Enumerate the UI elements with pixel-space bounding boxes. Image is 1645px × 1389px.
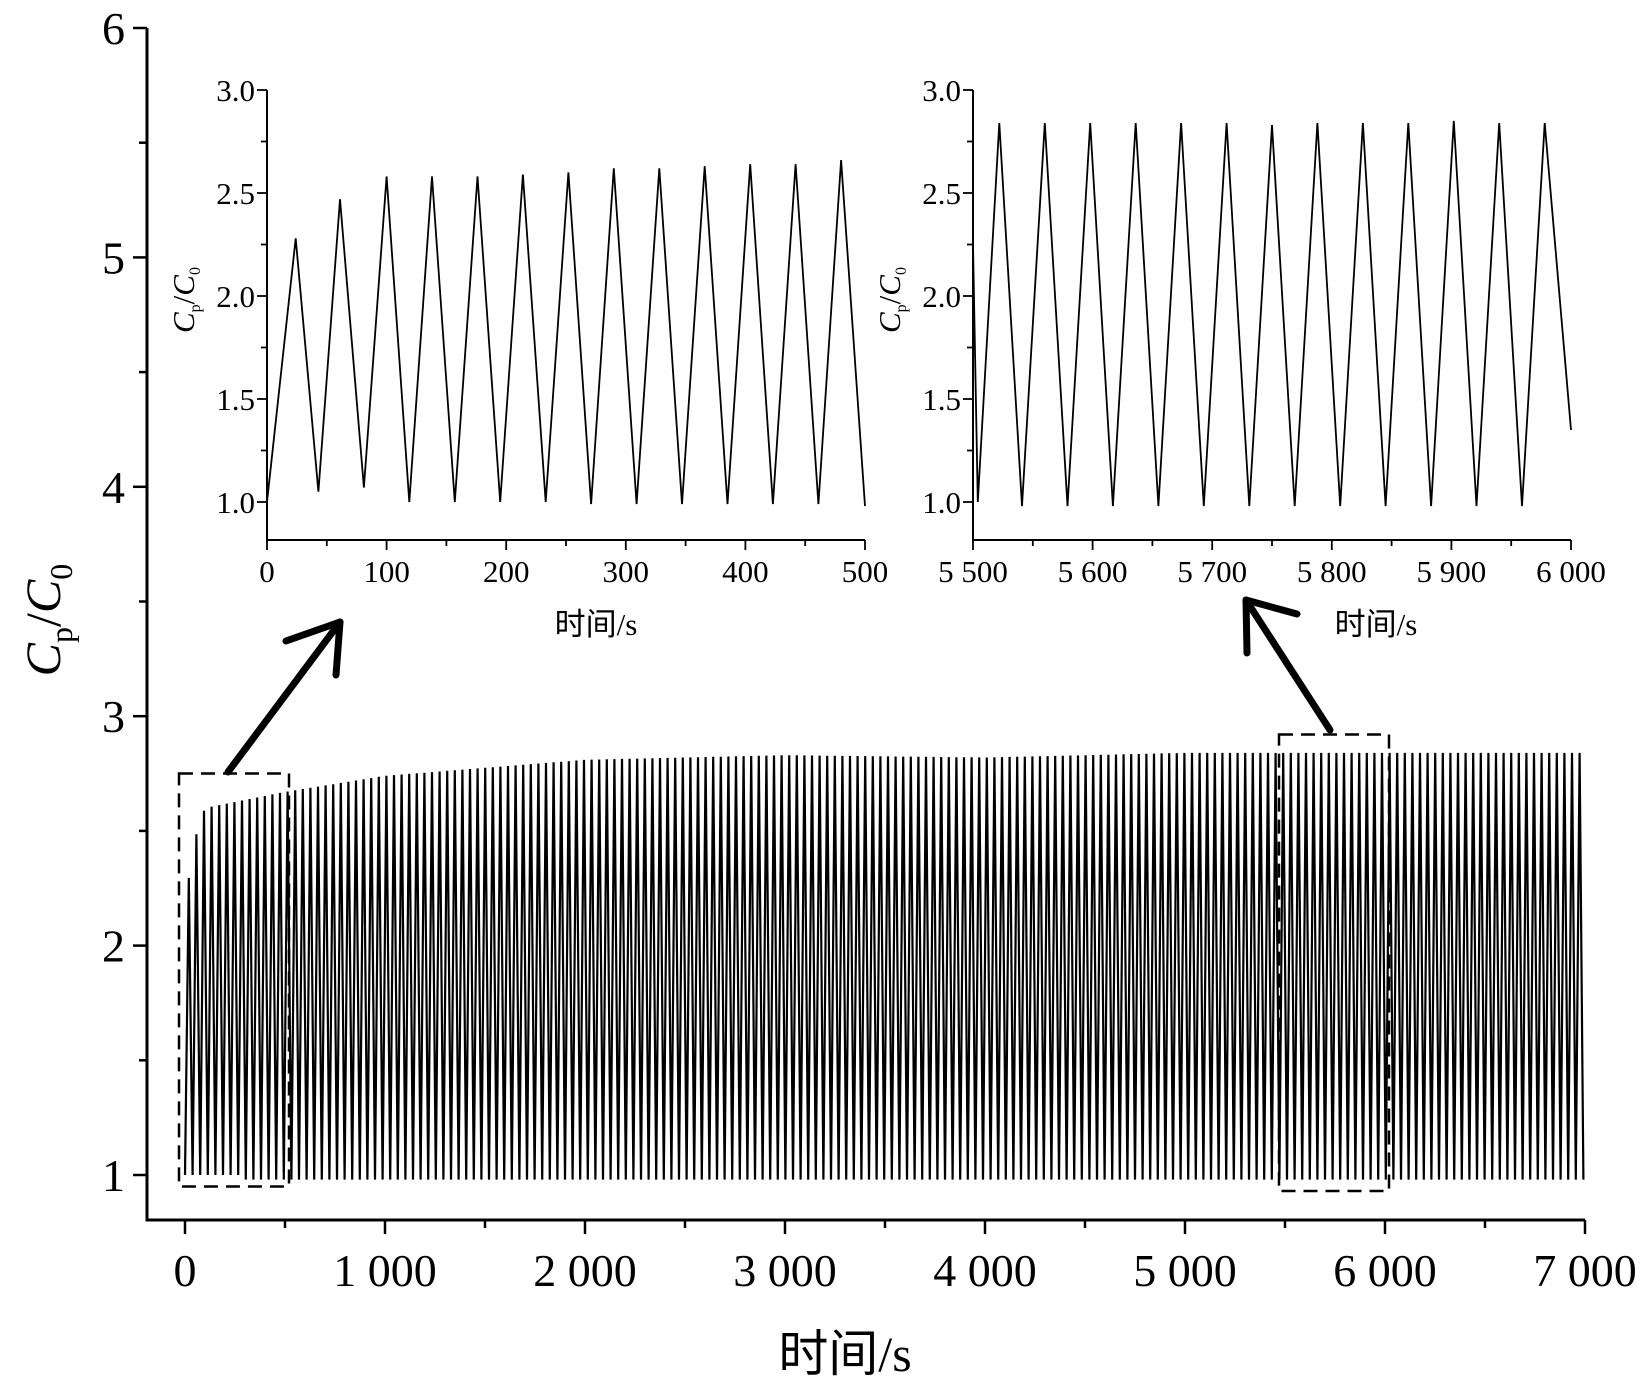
inset-left-x-tick-label: 0 [259, 554, 275, 589]
main-x-tick-label: 3 000 [733, 1245, 837, 1296]
inset-left-series [266, 159, 866, 507]
main-y-tick-label: 3 [102, 691, 125, 742]
zoom-box-right [1277, 733, 1391, 1193]
inset-right-x-tick-label: 5 600 [1058, 554, 1128, 589]
inset-right-x-tick-label: 5 800 [1297, 554, 1367, 589]
inset-right-ticks: 5 500 5 600 5 700 5 800 5 900 6 000 1.0 1.5 2.0 2… [922, 73, 1606, 589]
inset-right-y-tick-label: 3.0 [922, 73, 961, 108]
inset-left-x-tick-label: 400 [722, 554, 769, 589]
inset-left-x-tick-label: 100 [363, 554, 410, 589]
inset-left-y-tick-label: 1.0 [216, 485, 255, 520]
main-x-tick-label: 6 000 [1333, 1245, 1437, 1296]
zoom-arrow-right [1242, 596, 1334, 734]
inset-right-plot: 5 500 5 600 5 700 5 800 5 900 6 000 1.0 1.5 2.0 2… [872, 73, 1606, 642]
inset-left-y-tick-label: 2.0 [216, 279, 255, 314]
main-x-axis-title: 时间/s [778, 1326, 911, 1382]
main-y-tick-label: 5 [102, 232, 125, 283]
inset-right-axes [972, 90, 1571, 541]
inset-right-y-tick-label: 1.0 [922, 485, 961, 520]
inset-left-ticks: 0 100 200 300 400 500 1.0 1.5 2.0 2.5 3.0 [216, 73, 888, 589]
main-axes [145, 28, 1585, 1222]
main-x-tick-label: 2 000 [533, 1245, 637, 1296]
inset-right-series-line [972, 120, 1572, 507]
main-x-tick-label: 4 000 [933, 1245, 1037, 1296]
inset-right-y-axis-title: Cp/C0 [872, 267, 910, 333]
inset-left-y-tick-label: 2.5 [216, 176, 255, 211]
inset-right-series [972, 120, 1572, 507]
inset-left-x-tick-label: 500 [842, 554, 889, 589]
inset-right-y-tick-label: 2.5 [922, 176, 961, 211]
inset-right-x-tick-label: 5 500 [938, 554, 1008, 589]
inset-left-x-tick-label: 300 [603, 554, 650, 589]
inset-right-x-tick-label: 5 900 [1417, 554, 1487, 589]
inset-right-x-tick-label: 5 700 [1177, 554, 1247, 589]
main-x-tick-label: 1 000 [333, 1245, 437, 1296]
main-ticks: 0 1 000 2 000 3 000 4 000 5 000 6 000 7 000 1 2 3 4… [102, 3, 1637, 1296]
main-x-tick-label: 0 [174, 1245, 197, 1296]
inset-left-series-line [266, 159, 866, 507]
inset-left-y-axis-title: Cp/C0 [166, 267, 204, 333]
zoom-box-left [177, 772, 291, 1188]
zoom-arrow-left [224, 618, 344, 776]
main-zoom-boxes [177, 733, 1391, 1193]
inset-left-plot: 0 100 200 300 400 500 1.0 1.5 2.0 2.5 3.0 时间/s Cp/… [166, 73, 888, 642]
main-y-tick-label: 4 [102, 462, 125, 513]
main-y-tick-label: 2 [102, 921, 125, 972]
inset-left-y-tick-label: 1.5 [216, 382, 255, 417]
inset-right-x-tick-label: 6 000 [1536, 554, 1606, 589]
main-x-tick-label: 5 000 [1133, 1245, 1237, 1296]
inset-left-x-tick-label: 200 [483, 554, 530, 589]
main-y-axis-title: Cp/C0 [15, 564, 79, 677]
main-plot: 0 1 000 2 000 3 000 4 000 5 000 6 000 7 000 1 2 3 4… [15, 3, 1637, 1382]
main-x-tick-label: 7 000 [1533, 1245, 1637, 1296]
main-series-line [183, 752, 1585, 1180]
main-y-tick-label: 1 [102, 1150, 125, 1201]
inset-left-x-axis-title: 时间/s [555, 607, 638, 642]
inset-right-y-tick-label: 2.0 [922, 279, 961, 314]
inset-right-y-tick-label: 1.5 [922, 382, 961, 417]
main-series [183, 752, 1585, 1180]
inset-right-x-axis-title: 时间/s [1335, 607, 1418, 642]
main-y-tick-label: 6 [102, 3, 125, 54]
inset-left-y-tick-label: 3.0 [216, 73, 255, 108]
